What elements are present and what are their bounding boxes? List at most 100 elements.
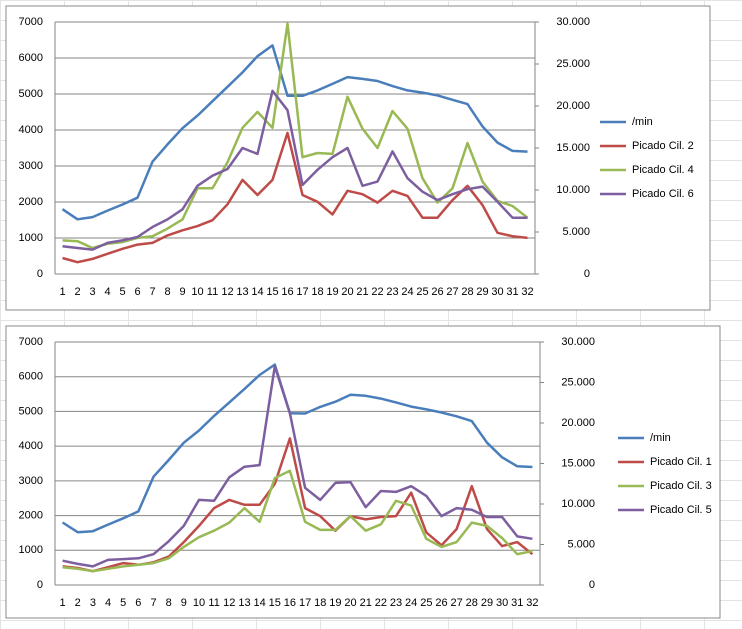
x-tick-label: 25	[420, 597, 432, 609]
x-tick-label: 15	[269, 597, 281, 609]
x-tick-label: 21	[356, 286, 368, 298]
x-tick-label: 30	[496, 597, 508, 609]
x-tick-label: 12	[221, 286, 233, 298]
y2-tick-label: 25.000	[561, 376, 595, 388]
x-tick-label: 28	[466, 597, 478, 609]
y2-tick-label: 25.000	[556, 58, 590, 70]
series-line	[61, 363, 533, 534]
y2-tick-label: 5.000	[562, 226, 590, 238]
x-tick-label: 20	[344, 597, 356, 609]
legend-label: Picado Cil. 4	[632, 164, 694, 176]
x-tick-label: 4	[105, 597, 111, 609]
x-tick-label: 3	[89, 286, 95, 298]
x-tick-label: 5	[119, 286, 125, 298]
x-tick-label: 32	[526, 597, 538, 609]
x-tick-label: 25	[416, 286, 428, 298]
x-tick-label: 11	[208, 597, 219, 609]
x-tick-label: 17	[296, 286, 308, 298]
x-tick-label: 7	[149, 286, 155, 298]
y-tick-label: 6000	[19, 371, 43, 383]
y-tick-label: 3000	[19, 160, 43, 172]
x-tick-label: 14	[253, 597, 265, 609]
y-tick-label: 6000	[19, 52, 43, 64]
x-tick-label: 27	[451, 597, 463, 609]
x-tick-label: 1	[59, 286, 65, 298]
legend-label: Picado Cil. 6	[632, 188, 694, 200]
x-tick-label: 8	[166, 597, 172, 609]
x-tick-label: 31	[511, 597, 523, 609]
x-tick-label: 24	[405, 597, 417, 609]
y2-tick-label: 5.000	[567, 538, 595, 550]
series-line	[62, 469, 533, 573]
x-tick-label: 7	[150, 597, 156, 609]
y2-tick-label: 20.000	[561, 417, 595, 429]
x-tick-label: 31	[506, 286, 518, 298]
legend-label: Picado Cil. 3	[650, 480, 712, 492]
y-tick-label: 0	[37, 579, 43, 591]
y2-tick-label: 15.000	[561, 457, 595, 469]
y-tick-label: 0	[37, 268, 43, 280]
x-tick-label: 11	[207, 286, 218, 298]
legend-label: Picado Cil. 1	[650, 456, 712, 468]
x-tick-label: 12	[223, 597, 235, 609]
x-tick-label: 1	[60, 597, 66, 609]
y-tick-label: 5000	[19, 88, 43, 100]
y2-tick-label: 20.000	[556, 100, 590, 112]
chart-frame	[5, 5, 711, 311]
x-tick-label: 17	[299, 597, 311, 609]
x-tick-label: 6	[135, 597, 141, 609]
legend-label: /min	[650, 432, 671, 444]
y2-tick-label: 0	[589, 579, 595, 591]
x-tick-label: 28	[461, 286, 473, 298]
y-tick-label: 7000	[19, 336, 43, 348]
y-tick-label: 7000	[19, 16, 43, 28]
x-tick-label: 22	[375, 597, 387, 609]
y-tick-label: 4000	[19, 124, 43, 136]
y2-tick-label: 15.000	[556, 142, 590, 154]
x-tick-label: 2	[74, 286, 80, 298]
x-tick-label: 23	[390, 597, 402, 609]
y-tick-label: 2000	[19, 509, 43, 521]
y-tick-label: 1000	[19, 232, 43, 244]
x-tick-label: 18	[311, 286, 323, 298]
x-tick-label: 10	[193, 597, 205, 609]
x-tick-label: 29	[481, 597, 493, 609]
x-tick-label: 26	[431, 286, 443, 298]
series-line	[62, 89, 528, 251]
x-tick-label: 9	[181, 597, 187, 609]
y2-tick-label: 30.000	[561, 336, 595, 348]
legend-label: Picado Cil. 5	[650, 504, 712, 516]
x-tick-label: 6	[134, 286, 140, 298]
y2-tick-label: 30.000	[556, 16, 590, 28]
x-tick-label: 14	[251, 286, 263, 298]
x-tick-label: 26	[435, 597, 447, 609]
x-tick-label: 2	[75, 597, 81, 609]
x-tick-label: 21	[360, 597, 372, 609]
x-tick-label: 8	[164, 286, 170, 298]
y-tick-label: 1000	[19, 544, 43, 556]
x-tick-label: 19	[329, 597, 341, 609]
x-tick-label: 13	[238, 597, 250, 609]
x-tick-label: 5	[120, 597, 126, 609]
chart-frame	[5, 325, 721, 619]
y-tick-label: 2000	[19, 196, 43, 208]
x-tick-label: 30	[491, 286, 503, 298]
y-tick-label: 3000	[19, 475, 43, 487]
x-tick-label: 19	[326, 286, 338, 298]
x-tick-label: 9	[179, 286, 185, 298]
series-line	[62, 22, 529, 250]
legend-label: /min	[632, 116, 653, 128]
series-line	[62, 131, 528, 264]
x-tick-label: 20	[341, 286, 353, 298]
x-tick-label: 22	[371, 286, 383, 298]
x-tick-label: 32	[521, 286, 533, 298]
x-tick-label: 4	[104, 286, 110, 298]
x-tick-label: 10	[191, 286, 203, 298]
x-tick-label: 13	[236, 286, 248, 298]
x-tick-label: 27	[446, 286, 458, 298]
x-tick-label: 16	[281, 286, 293, 298]
x-tick-label: 24	[401, 286, 413, 298]
x-tick-label: 23	[386, 286, 398, 298]
y-tick-label: 4000	[19, 440, 43, 452]
